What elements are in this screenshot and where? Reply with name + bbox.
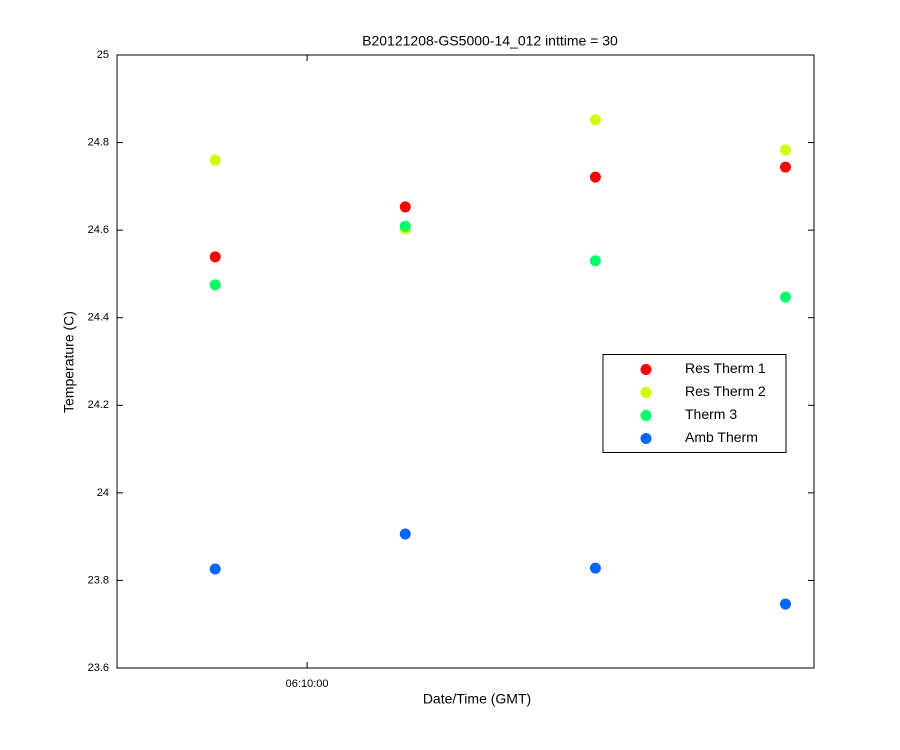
- data-point: [779, 144, 791, 156]
- legend-box: [602, 354, 787, 453]
- data-point: [589, 562, 601, 574]
- data-point: [209, 251, 221, 263]
- x-axis-label: Date/Time (GMT): [423, 691, 531, 707]
- data-point: [209, 563, 221, 575]
- legend-label: Res Therm 2: [685, 383, 766, 399]
- data-point: [399, 220, 411, 232]
- legend-marker: [640, 364, 652, 375]
- x-tick-label: 06:10:00: [286, 678, 329, 690]
- legend-label: Amb Therm: [685, 429, 758, 445]
- y-tick-label: 23.6: [88, 662, 109, 674]
- y-tick-label: 24: [97, 487, 109, 499]
- data-point: [209, 154, 221, 166]
- legend-marker: [640, 410, 652, 421]
- data-point: [589, 255, 601, 267]
- y-axis-label: Temperature (C): [61, 311, 77, 413]
- y-tick-label: 24.4: [88, 312, 109, 324]
- y-tick-label: 23.8: [88, 574, 109, 586]
- data-point: [399, 201, 411, 213]
- y-tick-label: 25: [97, 49, 109, 61]
- y-tick-label: 24.8: [88, 136, 109, 148]
- y-tick-label: 24.2: [88, 399, 109, 411]
- data-point: [589, 171, 601, 183]
- chart-title: B20121208-GS5000-14_012 inttime = 30: [362, 33, 618, 49]
- legend: Res Therm 1 Res Therm 2 Therm 3 Amb Therm: [602, 354, 787, 453]
- data-point: [399, 528, 411, 540]
- data-point: [779, 291, 791, 303]
- legend-marker: [640, 387, 652, 398]
- data-point: [779, 598, 791, 610]
- legend-label: Therm 3: [685, 406, 737, 422]
- legend-label: Res Therm 1: [685, 360, 766, 376]
- y-tick-label: 24.6: [88, 224, 109, 236]
- data-point: [779, 161, 791, 173]
- data-point: [209, 279, 221, 291]
- legend-marker: [640, 433, 652, 444]
- data-point: [589, 114, 601, 126]
